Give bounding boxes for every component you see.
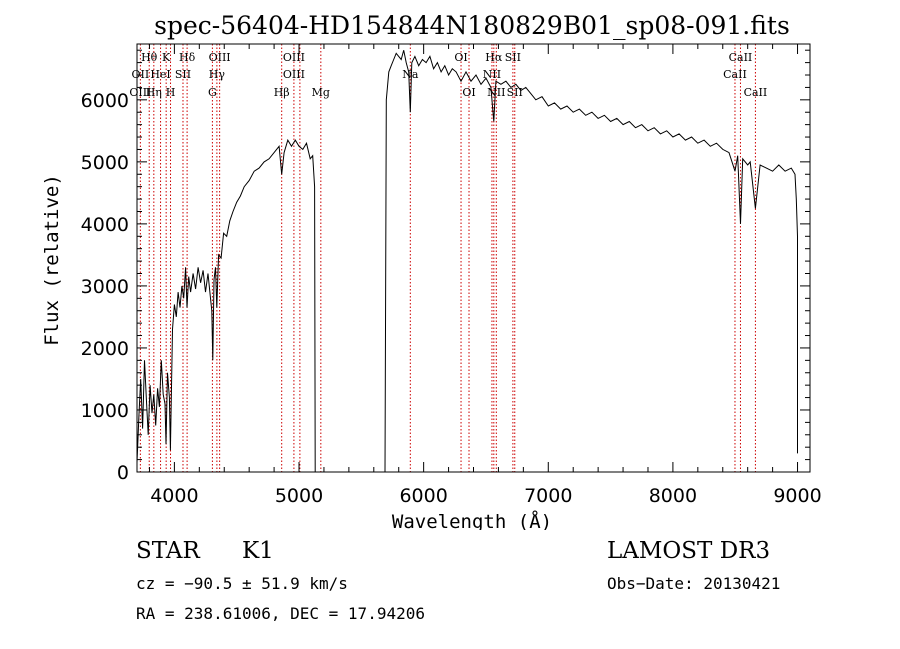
spectral-line-labels: Hθ OII OIII K HeI Hη H Hδ SII OIII Hγ G Hβ OIII OIII Mg…: [129, 51, 767, 99]
object-class: STAR: [136, 538, 200, 564]
x-axis-ticks: 4000 5000 6000 7000 8000 9000: [148, 44, 822, 507]
plot-frame: [136, 43, 811, 473]
line-label: SII: [505, 51, 521, 64]
y-tick-label: 2000: [81, 338, 129, 360]
coordinates: RA = 238.61006, DEC = 17.94206: [136, 604, 425, 623]
survey-name: LAMOST DR3: [607, 538, 771, 564]
y-tick-label: 6000: [81, 90, 129, 112]
line-label: HeI: [150, 68, 170, 81]
y-axis-ticks: 0 1000 2000 3000 4000 5000 6000: [81, 49, 810, 484]
y-tick-label: 4000: [81, 214, 129, 236]
line-label: G: [208, 86, 217, 99]
line-label: Hγ: [209, 68, 226, 81]
y-tick-label: 0: [117, 462, 129, 484]
line-label: Mg: [312, 86, 330, 99]
line-label: NII: [487, 86, 505, 99]
chart-title: spec-56404-HD154844N180829B01_sp08-091.f…: [154, 11, 790, 40]
line-label: OI: [454, 51, 467, 64]
redshift-velocity: cz = −90.5 ± 51.9 km/s: [136, 574, 348, 593]
x-tick-label: 5000: [275, 485, 323, 507]
line-label: K: [162, 51, 171, 64]
line-label: Na: [402, 68, 419, 81]
line-label: NII: [483, 68, 501, 81]
x-tick-label: 9000: [773, 485, 821, 507]
observation-date: Obs−Date: 20130421: [607, 574, 781, 593]
line-label: OIII: [129, 86, 151, 99]
line-label: OIII: [283, 68, 305, 81]
object-subclass: K1: [242, 538, 274, 564]
line-label: Hθ: [141, 51, 158, 64]
spectral-line-markers: [139, 44, 756, 472]
line-label: OIII: [283, 51, 305, 64]
x-axis-label: Wavelength (Å): [392, 510, 552, 530]
y-tick-label: 3000: [81, 276, 129, 298]
line-label: CaII: [723, 68, 747, 81]
line-label: Hη: [146, 86, 162, 99]
y-axis-label: Flux (relative): [41, 174, 63, 346]
x-tick-label: 7000: [524, 485, 572, 507]
x-tick-label: 6000: [399, 485, 447, 507]
line-label: OIII: [209, 51, 231, 64]
line-label: SII: [175, 68, 191, 81]
x-tick-label: 8000: [649, 485, 697, 507]
line-label: Hα: [485, 51, 503, 64]
line-label: Hβ: [274, 86, 290, 99]
line-label: Hδ: [179, 51, 196, 64]
y-tick-label: 5000: [81, 152, 129, 174]
line-label: OI: [462, 86, 475, 99]
spectrum-line: [136, 50, 798, 473]
y-tick-label: 1000: [81, 400, 129, 422]
line-label: H: [166, 86, 176, 99]
spectrum-chart: spec-56404-HD154844N180829B01_sp08-091.f…: [41, 11, 822, 530]
line-label: SII: [507, 86, 523, 99]
line-label: OII: [132, 68, 150, 81]
x-tick-label: 4000: [150, 485, 198, 507]
line-label: CaII: [744, 86, 768, 99]
line-label: CaII: [729, 51, 753, 64]
